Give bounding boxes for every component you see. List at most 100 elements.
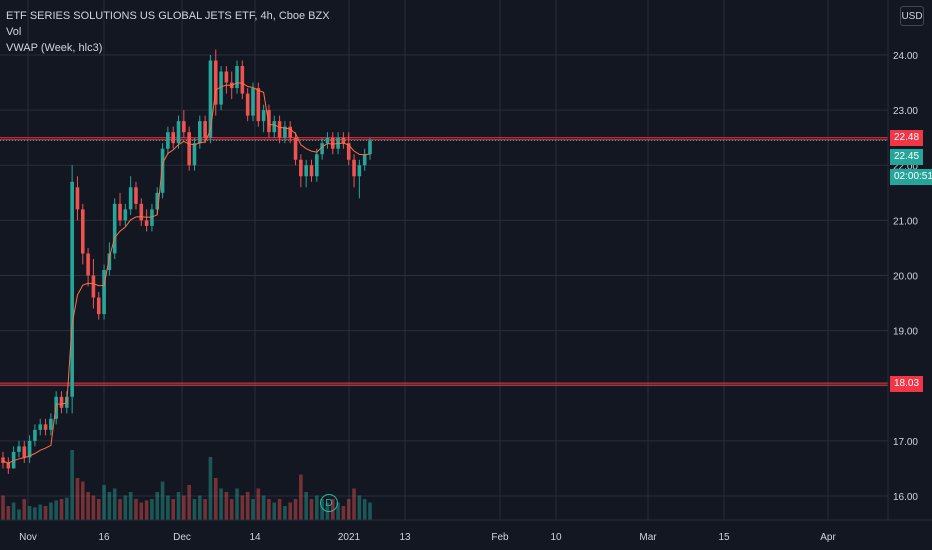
candle-body <box>245 93 250 116</box>
volume-bar <box>176 492 181 520</box>
volume-bar <box>315 495 319 520</box>
candle-body <box>1 457 5 463</box>
volume-bar <box>293 499 298 520</box>
candle-body <box>123 209 128 221</box>
volume-bar <box>123 495 128 520</box>
volume-bar <box>240 495 245 520</box>
volume-bar <box>96 499 101 520</box>
hline-price-tag-lower: 18.03 <box>890 376 924 392</box>
candle-body <box>192 143 197 166</box>
candle-body <box>6 462 11 469</box>
candle-body <box>112 203 117 254</box>
candle-body <box>203 121 207 138</box>
hline-price-tag-upper: 22.48 <box>890 130 924 146</box>
volume-bar <box>17 509 21 520</box>
candle-body <box>320 143 324 155</box>
symbol-title[interactable]: ETF SERIES SOLUTIONS US GLOBAL JETS ETF,… <box>6 10 330 22</box>
candle-body <box>288 126 293 138</box>
candle-body <box>272 121 277 133</box>
volume-bar <box>102 485 106 520</box>
volume-bar <box>6 506 11 520</box>
volume-bar <box>11 502 16 520</box>
candle-body <box>150 209 154 226</box>
candle-body <box>325 137 330 144</box>
volume-bar <box>139 502 144 520</box>
candle-body <box>293 137 298 160</box>
volume-bar <box>267 499 271 520</box>
candle-body <box>240 66 245 94</box>
candle-body <box>80 209 85 254</box>
volume-bar <box>27 506 32 520</box>
candle-body <box>17 446 21 452</box>
last-price-tag: 22.45 <box>890 149 924 165</box>
candle-body <box>139 203 144 221</box>
volume-bar <box>256 488 261 520</box>
candle-body <box>155 192 160 210</box>
candle-body <box>160 148 165 193</box>
vwap-indicator-label[interactable]: VWAP (Week, hlc3) <box>6 42 103 54</box>
candle-body <box>208 60 213 138</box>
candle-body <box>43 424 48 430</box>
candle-body <box>330 137 335 149</box>
volume-bar <box>272 502 277 520</box>
bar-countdown-tag: 02:00:51 <box>890 169 932 185</box>
volume-bar <box>171 499 176 520</box>
candle-body <box>96 297 101 315</box>
volume-bar <box>166 495 170 520</box>
candle-body <box>251 88 255 116</box>
candle-body <box>277 121 282 138</box>
volume-bar <box>341 506 346 520</box>
volume-bar <box>245 492 250 520</box>
candle-body <box>283 126 287 138</box>
volume-bar <box>235 488 239 520</box>
volume-bar <box>304 492 308 520</box>
volume-bar <box>150 499 154 520</box>
volume-bar <box>187 485 191 520</box>
candle-body <box>261 110 266 122</box>
candle-body <box>235 66 239 89</box>
currency-button[interactable]: USD <box>900 6 924 26</box>
price-tick-label: 19.00 <box>893 327 918 338</box>
volume-bar <box>346 499 351 520</box>
volume-bar <box>197 495 202 520</box>
volume-bar <box>107 492 112 520</box>
price-tick-label: 23.00 <box>893 106 918 117</box>
candle-body <box>182 121 186 133</box>
price-tick-label: 22.00 <box>893 161 918 172</box>
time-tick-label: 13 <box>399 532 411 543</box>
candle-body <box>134 187 138 204</box>
candle-body <box>107 253 112 270</box>
candle-body <box>256 88 261 122</box>
volume-bar <box>70 450 74 520</box>
volume-bar <box>219 488 223 520</box>
volume-bar <box>91 495 96 520</box>
price-tick-label: 20.00 <box>893 272 918 283</box>
volume-bar <box>65 497 69 520</box>
volume-bar <box>336 502 340 520</box>
volume-bar <box>299 474 303 520</box>
price-tick-label: 17.00 <box>893 437 918 448</box>
candle-body <box>352 159 356 177</box>
time-tick-label: Feb <box>491 532 509 543</box>
candle-body <box>75 187 80 210</box>
volume-bar <box>75 478 80 520</box>
dividend-marker-icon[interactable]: D <box>320 494 338 512</box>
candle-body <box>299 159 303 177</box>
chart-grid <box>0 0 888 520</box>
candle-body <box>166 132 170 149</box>
time-tick-label: Nov <box>19 532 37 543</box>
time-tick-label: 14 <box>249 532 261 543</box>
candle-body <box>144 220 149 226</box>
volume-bar <box>33 507 37 520</box>
volume-bars <box>1 450 372 520</box>
volume-bar <box>352 488 356 520</box>
time-tick-label: 2021 <box>338 532 361 543</box>
volume-indicator-label[interactable]: Vol <box>6 26 22 38</box>
candle-body <box>70 181 74 397</box>
volume-bar <box>49 502 53 520</box>
candle-body <box>33 429 37 441</box>
candle-body <box>49 418 53 430</box>
volume-bar <box>134 499 138 520</box>
time-tick-label: 16 <box>98 532 110 543</box>
